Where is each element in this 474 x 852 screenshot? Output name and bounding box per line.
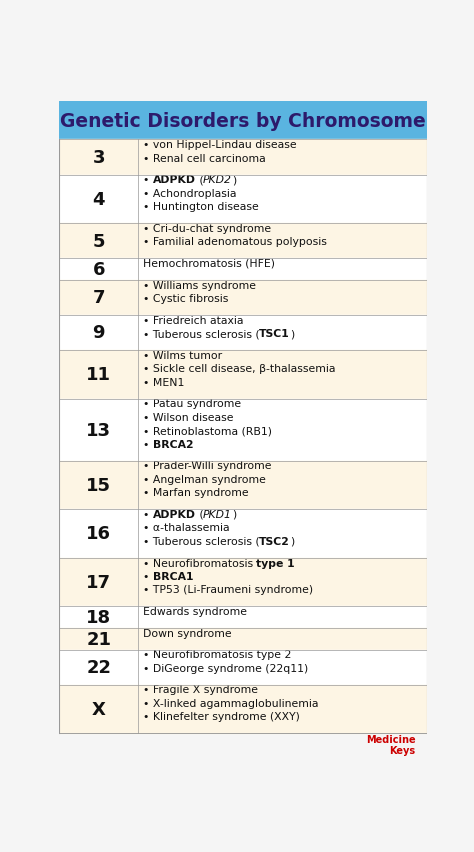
Text: • Familial adenomatous polyposis: • Familial adenomatous polyposis [143,237,327,247]
Text: • von Hippel-Lindau disease: • von Hippel-Lindau disease [143,140,296,150]
Bar [59,628,138,650]
Text: TSC2: TSC2 [259,536,290,546]
Text: Down syndrome: Down syndrome [143,628,231,638]
Bar [138,280,427,315]
Bar [138,176,427,224]
Text: • X-linked agammaglobulinemia: • X-linked agammaglobulinemia [143,698,318,708]
Text: 18: 18 [86,608,111,626]
Text: • Renal cell carcinoma: • Renal cell carcinoma [143,153,265,164]
Text: ADPKD: ADPKD [153,509,195,520]
Text: BRCA1: BRCA1 [153,572,193,581]
Text: (: ( [195,175,203,185]
Text: Hemochromatosis (HFE): Hemochromatosis (HFE) [143,259,274,268]
Bar [59,315,138,350]
Text: 21: 21 [86,630,111,648]
Text: •: • [143,175,153,185]
Text: ): ) [232,509,236,520]
Bar [59,461,138,509]
Text: 22: 22 [86,659,111,676]
Text: •: • [143,509,153,520]
Bar [138,509,427,558]
Text: X: X [92,700,106,718]
Text: (: ( [195,509,203,520]
Text: • Achondroplasia: • Achondroplasia [143,188,236,199]
Text: • Klinefelter syndrome (XXY): • Klinefelter syndrome (XXY) [143,711,300,722]
Text: • Patau syndrome: • Patau syndrome [143,399,241,409]
Text: • Cystic fibrosis: • Cystic fibrosis [143,294,228,303]
Text: ADPKD: ADPKD [153,175,195,185]
Text: ): ) [232,175,236,185]
Text: • Friedreich ataxia: • Friedreich ataxia [143,315,243,325]
Bar [138,628,427,650]
Text: PKD1: PKD1 [203,509,232,520]
Bar [138,399,427,461]
Bar [138,685,427,734]
Bar [59,509,138,558]
Text: 16: 16 [86,525,111,543]
Text: • Marfan syndrome: • Marfan syndrome [143,487,248,498]
Text: Genetic Disorders by Chromosome: Genetic Disorders by Chromosome [60,112,426,130]
Bar [59,558,138,607]
Text: PKD2: PKD2 [203,175,232,185]
Text: • Angelman syndrome: • Angelman syndrome [143,475,265,484]
Text: • Wilms tumor: • Wilms tumor [143,350,222,360]
Bar [138,224,427,259]
Text: TSC1: TSC1 [259,329,290,339]
Text: ): ) [290,329,294,339]
Text: • Sickle cell disease, β-thalassemia: • Sickle cell disease, β-thalassemia [143,364,335,374]
Bar [59,607,138,628]
Text: • TP53 (Li-Fraumeni syndrome): • TP53 (Li-Fraumeni syndrome) [143,584,313,595]
Text: 13: 13 [86,421,111,439]
Text: 9: 9 [92,324,105,342]
Text: Edwards syndrome: Edwards syndrome [143,607,246,616]
Text: 7: 7 [92,289,105,307]
Text: • Williams syndrome: • Williams syndrome [143,280,255,291]
Bar [138,607,427,628]
Text: • Tuberous sclerosis (: • Tuberous sclerosis ( [143,329,259,339]
Bar [59,259,138,280]
Text: 5: 5 [92,233,105,250]
Bar [59,280,138,315]
Text: Medicine
Keys: Medicine Keys [366,734,416,755]
Text: 15: 15 [86,476,111,494]
Text: • Neurofibromatosis type 2: • Neurofibromatosis type 2 [143,649,291,659]
Bar [59,102,427,141]
Bar [138,650,427,685]
Bar [138,461,427,509]
Bar [138,315,427,350]
Bar [138,259,427,280]
Text: • Tuberous sclerosis (: • Tuberous sclerosis ( [143,536,259,546]
Bar [59,350,138,399]
Text: 6: 6 [92,261,105,279]
Text: • Neurofibromatosis: • Neurofibromatosis [143,558,256,567]
Bar [138,350,427,399]
Text: • Retinoblastoma (RB1): • Retinoblastoma (RB1) [143,426,272,435]
Text: • Huntington disease: • Huntington disease [143,202,258,212]
Bar [59,399,138,461]
Text: 4: 4 [92,191,105,209]
Text: 17: 17 [86,573,111,591]
Text: • α-thalassemia: • α-thalassemia [143,523,229,532]
Text: • Cri-du-chat syndrome: • Cri-du-chat syndrome [143,223,271,233]
Text: •: • [143,440,153,449]
Bar [59,650,138,685]
Text: • Fragile X syndrome: • Fragile X syndrome [143,684,258,694]
Text: • MEN1: • MEN1 [143,377,184,387]
Text: • Wilson disease: • Wilson disease [143,412,233,423]
Bar [59,141,138,176]
Text: • Prader-Willi syndrome: • Prader-Willi syndrome [143,461,271,471]
Text: type 1: type 1 [256,558,295,567]
Bar [138,558,427,607]
Text: ): ) [290,536,294,546]
Text: 11: 11 [86,366,111,383]
Text: • DiGeorge syndrome (22q11): • DiGeorge syndrome (22q11) [143,663,308,673]
Text: BRCA2: BRCA2 [153,440,193,449]
Bar [59,224,138,259]
Bar [138,141,427,176]
Bar [59,685,138,734]
Bar [59,176,138,224]
Text: 3: 3 [92,149,105,167]
Text: •: • [143,572,153,581]
